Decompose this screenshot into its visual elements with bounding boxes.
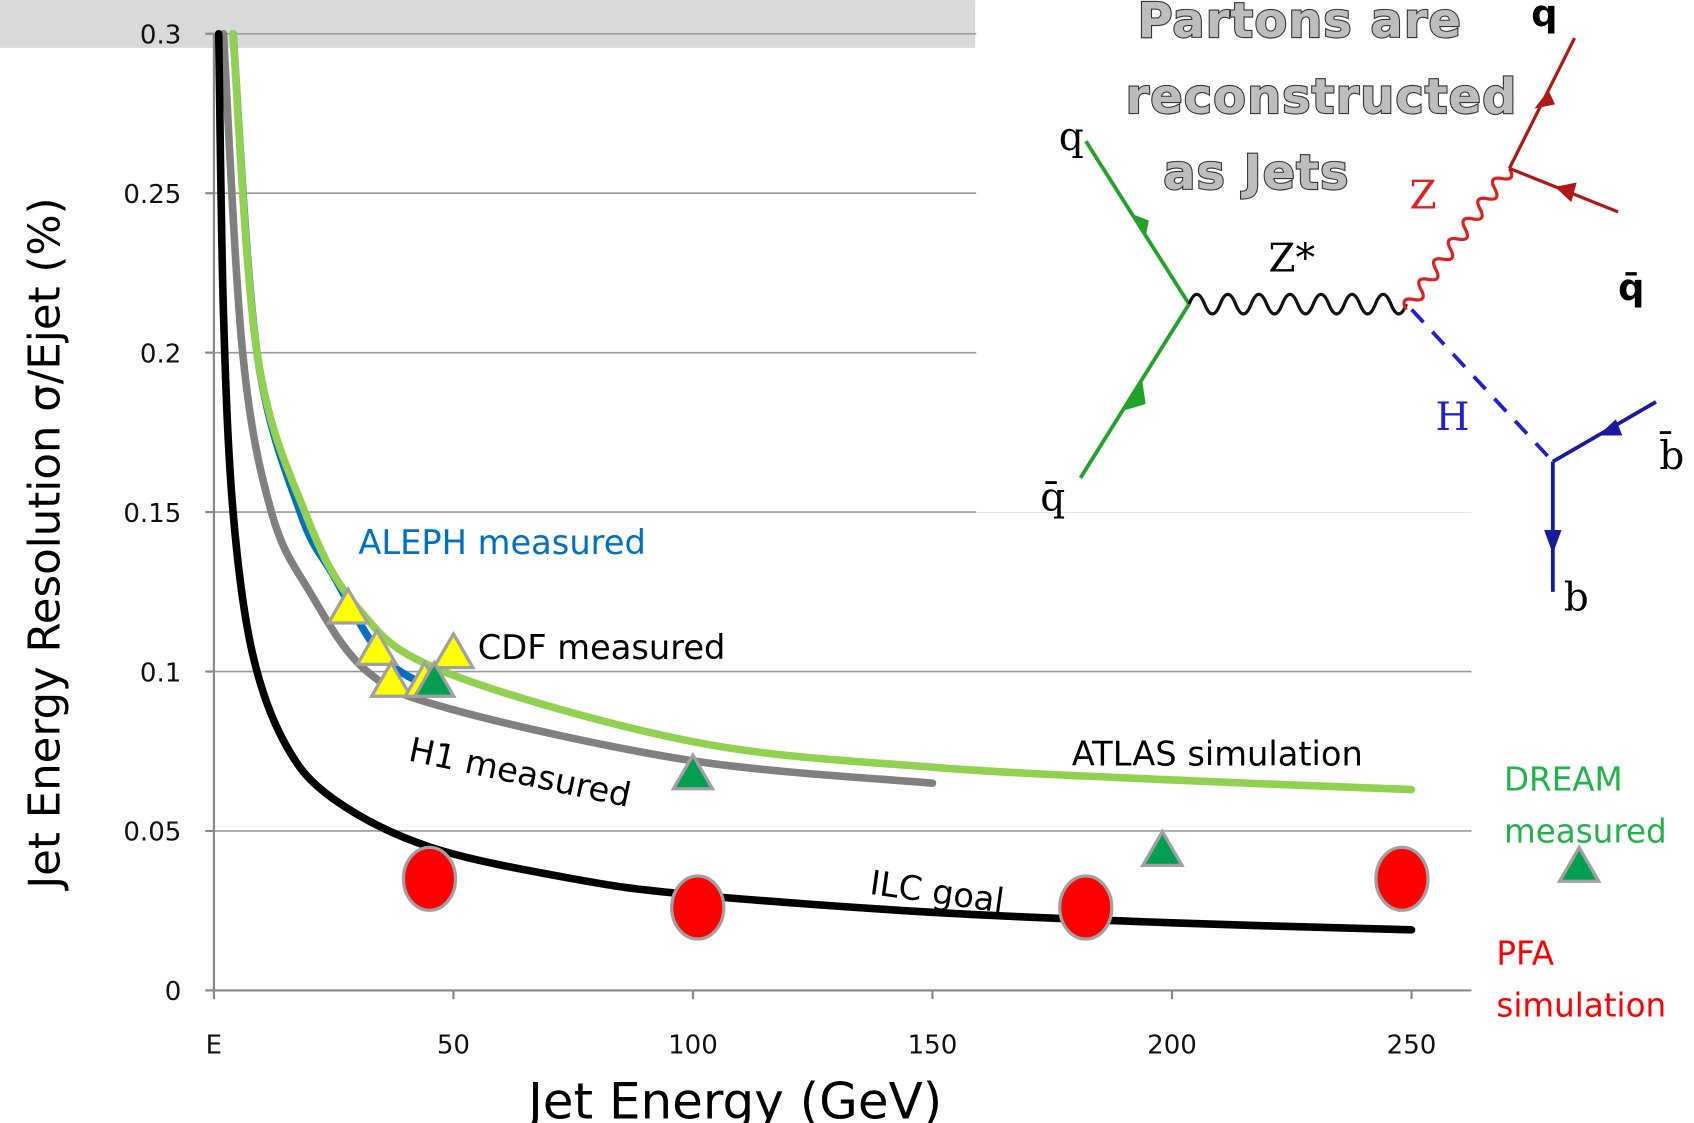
plot-area: 0 0.05 0.1 0.15 0.2 0.25 0.3 E 50 100 150 200 250 ALE… bbox=[123, 21, 1602, 1060]
diagram-label: q bbox=[1059, 115, 1084, 160]
diagram-title: as Jets bbox=[1163, 146, 1349, 201]
y-tick-label: 0.15 bbox=[123, 499, 181, 529]
marker bbox=[431, 630, 476, 670]
marker bbox=[325, 586, 371, 625]
x-tick-label: 200 bbox=[1147, 1030, 1197, 1060]
marker bbox=[1058, 874, 1114, 941]
y-tick-label: 0.2 bbox=[140, 339, 181, 369]
diagram-label: Z* bbox=[1268, 237, 1315, 282]
label-box: DREAM measured bbox=[1503, 761, 1667, 852]
curve bbox=[229, 29, 1416, 794]
marker bbox=[368, 659, 414, 698]
x-tick-label: 150 bbox=[908, 1030, 958, 1060]
boson-zstar bbox=[1187, 292, 1408, 316]
y-tick-label: 0.25 bbox=[123, 180, 181, 210]
y-tick-label: 0 bbox=[165, 977, 182, 1007]
diagram-title: reconstructed bbox=[1126, 70, 1518, 125]
feynman-diagram: Partons are reconstructed as Jets q q̄ Z… bbox=[1040, 0, 1684, 620]
diagram-label: b̄ bbox=[1659, 432, 1684, 479]
marker bbox=[401, 845, 458, 912]
y-axis-title: Jet Energy Resolution σ/Ejet (%) bbox=[21, 197, 71, 891]
marker bbox=[354, 627, 400, 667]
curve bbox=[229, 29, 434, 692]
y-tick-label: 0.1 bbox=[140, 658, 181, 688]
arrow bbox=[1544, 530, 1562, 554]
curve bbox=[214, 29, 1416, 934]
diagram-background bbox=[976, 0, 1694, 513]
boson-z-wave bbox=[1402, 167, 1514, 311]
series-label: CDF measured bbox=[478, 628, 726, 667]
arrow bbox=[1598, 419, 1623, 436]
boson-z bbox=[1402, 167, 1514, 311]
x-tick-label: 250 bbox=[1387, 1030, 1437, 1060]
label-box: PFA simulation bbox=[1496, 935, 1667, 1026]
marker bbox=[670, 751, 716, 791]
marker bbox=[411, 659, 457, 698]
y-tick-label: 0.05 bbox=[123, 818, 181, 848]
y-tick-label: 0.3 bbox=[140, 21, 181, 51]
series-label: DREAM measured bbox=[1503, 761, 1667, 852]
quark-line bbox=[1078, 303, 1191, 479]
higgs-line bbox=[1410, 308, 1555, 463]
diagram-label: q̄ bbox=[1040, 475, 1065, 520]
diagram-title: Partons are bbox=[1138, 0, 1462, 49]
header-band bbox=[0, 0, 976, 48]
arrow bbox=[1555, 182, 1577, 203]
arrow bbox=[1534, 90, 1556, 109]
diagram-label: b bbox=[1564, 575, 1589, 620]
diagram-label: q bbox=[1531, 0, 1557, 35]
series-label: ALEPH measured bbox=[358, 523, 646, 562]
marker bbox=[670, 874, 726, 941]
x-tick-label: E bbox=[206, 1030, 222, 1060]
diagram-label: Z bbox=[1409, 174, 1436, 219]
marker bbox=[1140, 828, 1185, 867]
x-tick-label: 50 bbox=[437, 1030, 470, 1060]
arrow bbox=[1123, 381, 1146, 411]
series-label: PFA simulation bbox=[1496, 935, 1667, 1026]
diagram-label: H bbox=[1436, 395, 1470, 440]
arrow bbox=[1129, 212, 1149, 237]
marker bbox=[1374, 845, 1430, 912]
x-tick-label: 100 bbox=[668, 1030, 718, 1060]
x-axis-title: Jet Energy (GeV) bbox=[525, 1073, 942, 1123]
marker bbox=[1556, 844, 1602, 883]
diagram-label: q̄ bbox=[1618, 266, 1644, 309]
series-label: ATLAS simulation bbox=[1072, 735, 1363, 774]
